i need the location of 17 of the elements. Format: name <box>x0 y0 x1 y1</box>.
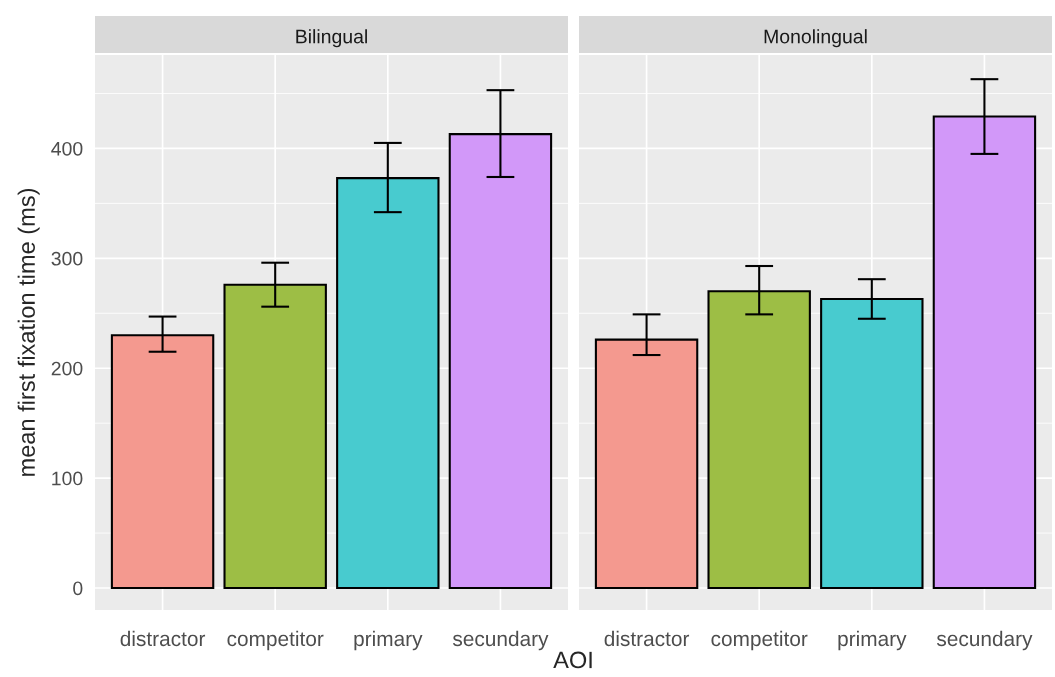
x-tick-label: distractor <box>120 630 206 647</box>
x-tick-label: competitor <box>711 630 808 651</box>
y-tick-label: 100 <box>52 471 83 486</box>
x-tick-label: secundary <box>936 630 1033 651</box>
x-tick-label: distractor <box>604 630 690 647</box>
x-axis-title: AOI <box>553 651 592 669</box>
y-axis-title: mean first fixation time (ms) <box>17 188 40 476</box>
x-tick-label: competitor <box>227 630 324 651</box>
y-tick-label: 300 <box>51 251 83 266</box>
chart-title: Monolingual <box>764 29 867 48</box>
y-tick-label: 0 <box>73 581 83 596</box>
y-tick-label: 200 <box>51 361 83 376</box>
y-tick-label: 400 <box>51 141 83 156</box>
chart-title: Bilingual <box>296 29 367 48</box>
x-tick-label: primary <box>354 630 423 651</box>
x-tick-label: secundary <box>452 630 549 651</box>
x-tick-label: primary <box>838 630 907 651</box>
